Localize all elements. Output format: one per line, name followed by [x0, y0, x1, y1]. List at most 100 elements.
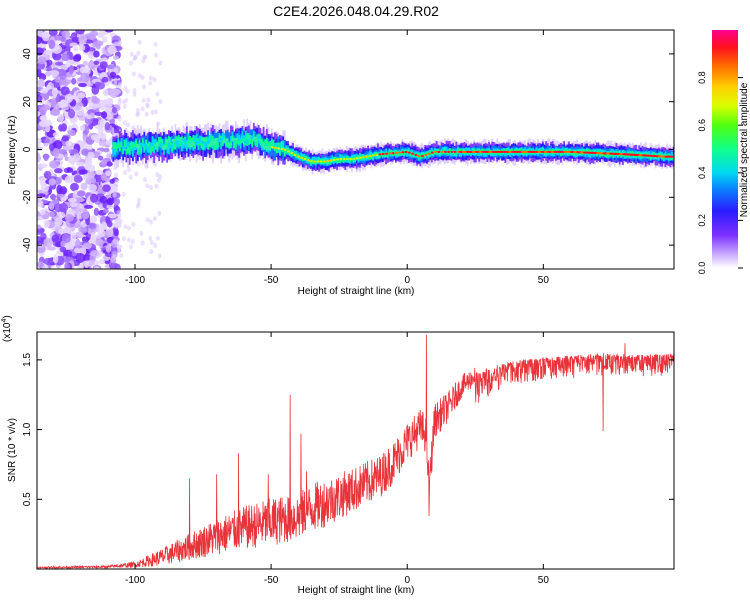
spectrogram-noise-cell: [148, 75, 153, 81]
spectrogram-ridge-cell: [460, 150, 463, 157]
spectrogram-noise-cell: [153, 242, 158, 248]
spectrogram-noise-cell: [145, 217, 150, 223]
spectrogram-noise-cell: [65, 241, 73, 250]
spectrogram-noise-cell: [79, 66, 87, 74]
spectrogram-ridge-cell: [409, 151, 412, 156]
spectrogram-noise-cell: [97, 32, 105, 39]
spectrogram-ridge-core: [404, 150, 408, 154]
spectrogram-noise-cell: [122, 120, 127, 126]
spectrogram-noise-cell: [157, 210, 162, 216]
spectrogram-ridge-cell: [166, 141, 169, 149]
spectrogram-noise-cell: [153, 41, 158, 47]
spectrogram-ridge-cell: [277, 142, 280, 149]
spectrogram-ridge-cell: [128, 148, 131, 156]
spectrogram-noise-cell: [104, 122, 111, 131]
spectrogram-ridge-cell: [403, 151, 405, 156]
spectrogram-ridge-cell: [112, 146, 115, 157]
spectrogram-ridge-cell: [417, 153, 420, 161]
spectrogram-ridge-cell: [169, 136, 172, 146]
spectrogram-ridge-cell: [239, 139, 242, 149]
spectrogram-noise-cell: [125, 88, 130, 94]
spectrogram-ridge-cell: [164, 141, 167, 148]
spectrogram-noise-cell: [49, 109, 60, 116]
spectrogram-ridge-core: [234, 138, 239, 142]
spectrogram-ridge-cell: [378, 153, 381, 159]
spectrogram-noise-cell: [57, 113, 64, 122]
spectrogram-ridge-cell: [386, 152, 389, 158]
snr-x-tick-label: 0: [404, 575, 410, 586]
spectrogram-ridge-cell: [114, 142, 116, 149]
spectrogram-ridge-core: [378, 153, 382, 156]
spectrogram-ridge-cell: [287, 148, 289, 153]
spectrogram-noise-cell: [144, 111, 149, 117]
spectrogram-ridge-cell: [228, 132, 231, 148]
spectrogram-noise-cell: [75, 161, 86, 167]
spectrogram-noise-cell: [64, 262, 70, 269]
spectrogram-ridge-cell: [153, 142, 156, 154]
spectrogram-ridge-cell: [417, 152, 420, 157]
spectrogram-ridge-cell: [367, 155, 370, 160]
spectrogram-noise-cell: [139, 231, 144, 237]
spectrogram-noise-cell: [136, 111, 141, 117]
spectrogram-ridge-cell: [158, 137, 160, 144]
spectrogram-ridge-cell: [599, 151, 601, 157]
spectrogram-ridge-cell: [120, 141, 123, 157]
snr-exponent: (x104): [1, 315, 13, 342]
spectrogram-y-tick-label: -20: [22, 190, 33, 205]
spectrogram-ridge-cell: [213, 143, 216, 151]
spectrogram-ridge-core: [398, 151, 401, 154]
spectrogram-noise-cell: [134, 171, 139, 177]
spectrogram-ridge-core: [339, 157, 343, 161]
spectrogram-noise-cell: [112, 192, 117, 198]
spectrogram-ridge-cell: [120, 141, 123, 148]
spectrogram-ridge-cell: [587, 148, 590, 154]
spectrogram-ridge-cell: [592, 149, 595, 154]
spectrogram-noise-cell: [146, 97, 151, 103]
spectrogram-noise-cell: [78, 227, 88, 233]
spectrogram-noise-cell: [155, 91, 160, 97]
spectrogram-noise-cell: [91, 97, 101, 104]
spectrogram-ridge-cell: [223, 134, 226, 156]
spectrogram-noise-cell: [37, 146, 44, 151]
spectrogram-panel: -100 -50 0 50 -40 -20 0 20 40 Height of straigh…: [7, 29, 675, 297]
spectrogram-ridge-cell: [357, 154, 360, 160]
spectrogram-noise-cell: [38, 120, 48, 128]
spectrogram-noise-cell: [78, 169, 88, 175]
spectrogram-ridge-cell: [401, 151, 404, 156]
spectrogram-ridge-core: [316, 160, 320, 163]
spectrogram-noise-cell: [90, 215, 97, 224]
spectrogram-noise-cell: [98, 155, 104, 161]
spectrogram-noise-cell: [59, 81, 69, 87]
spectrogram-ridge-cell: [172, 141, 175, 149]
spectrogram-ridge-core: [270, 146, 274, 149]
spectrogram-ridge-cell: [167, 143, 170, 154]
spectrogram-ridge-cell: [649, 155, 652, 159]
spectrogram-ridge-core: [385, 152, 388, 155]
spectrogram-ridge-cell: [241, 137, 244, 144]
spectrogram-ridge-cell: [194, 135, 196, 145]
spectrogram-y-tick-label: -40: [22, 237, 33, 252]
spectrogram-ridge-core: [323, 160, 326, 163]
spectrogram-ridge-cell: [388, 150, 391, 154]
spectrogram-noise-cell: [43, 153, 49, 162]
spectrogram-ridge-cell: [179, 140, 182, 147]
spectrogram-ridge-cell: [285, 149, 288, 154]
spectrogram-noise-cell: [124, 98, 129, 104]
spectrogram-noise-cell: [54, 217, 63, 227]
spectrogram-ridge-cell: [149, 131, 152, 152]
spectrogram-ridge-cell: [659, 153, 662, 157]
spectrogram-noise-cell: [48, 202, 55, 210]
spectrogram-noise-cell: [131, 221, 136, 227]
spectrogram-ridge-cell: [127, 141, 129, 151]
spectrogram-noise-cell: [133, 55, 138, 61]
spectrogram-noise-cell: [56, 184, 63, 195]
spectrogram-noise-cell: [49, 70, 60, 77]
spectrogram-ridge-cell: [318, 157, 321, 163]
spectrogram-noise-cell: [72, 54, 82, 62]
spectrogram-noise-cell: [137, 39, 142, 45]
spectrogram-noise-cell: [106, 229, 114, 238]
spectrogram-noise-cell: [41, 31, 50, 42]
spectrogram-ridge-cell: [115, 145, 118, 152]
snr-panel: -100 -50 0 50 0.5 1.0 1.5 (x104) Height of st…: [1, 315, 675, 596]
spectrogram-ridge-cell: [306, 156, 309, 161]
